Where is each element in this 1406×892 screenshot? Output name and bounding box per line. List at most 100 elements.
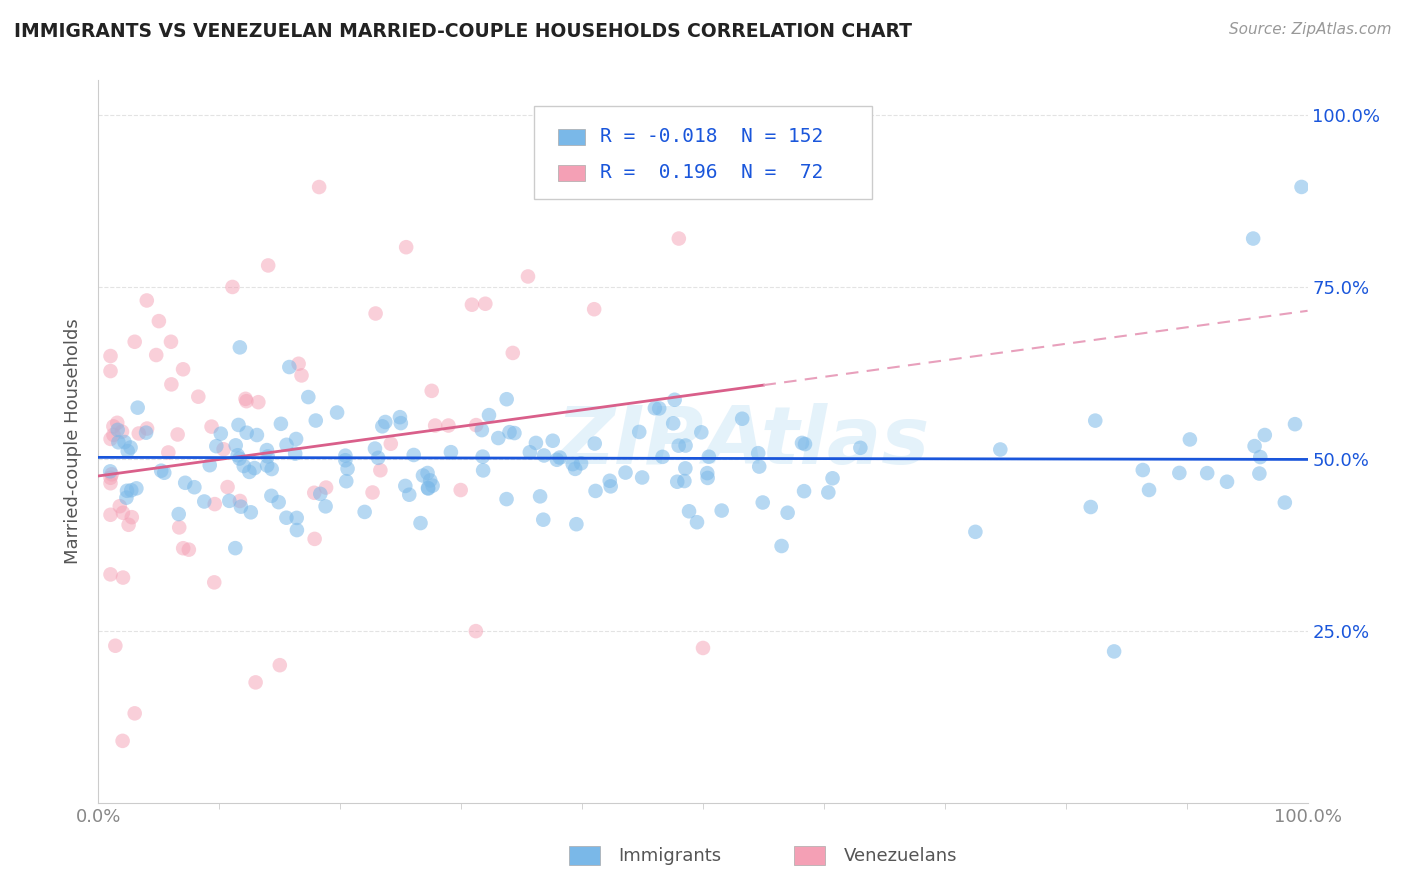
Point	[416, 466, 439, 480]
Point	[569, 456, 592, 470]
Point	[418, 482, 440, 496]
Point	[561, 457, 583, 471]
Point	[533, 449, 555, 463]
Point	[361, 485, 384, 500]
Point	[1132, 463, 1154, 477]
Point	[502, 346, 524, 360]
Point	[172, 541, 194, 556]
Point	[309, 487, 332, 501]
Point	[193, 494, 215, 508]
Point	[117, 444, 139, 458]
Point	[228, 417, 250, 432]
Point	[747, 446, 769, 460]
Point	[364, 306, 387, 320]
Point	[243, 461, 266, 475]
Point	[115, 491, 138, 505]
Point	[120, 483, 142, 498]
Point	[731, 411, 754, 425]
Point	[100, 508, 122, 522]
Point	[794, 437, 817, 451]
Point	[678, 504, 700, 518]
Point	[614, 466, 637, 480]
Point	[285, 523, 308, 537]
Point	[174, 475, 197, 490]
Point	[100, 471, 122, 485]
Point	[276, 438, 298, 452]
Point	[108, 500, 131, 514]
Point	[224, 541, 246, 555]
Point	[1084, 414, 1107, 428]
Point	[304, 532, 326, 546]
Point	[471, 450, 494, 464]
Point	[160, 334, 183, 349]
Point	[364, 442, 387, 456]
Point	[204, 497, 226, 511]
Point	[297, 390, 319, 404]
Point	[389, 416, 412, 430]
Point	[748, 459, 770, 474]
Point	[666, 475, 689, 489]
Point	[256, 458, 278, 473]
Point	[200, 419, 222, 434]
Point	[187, 390, 209, 404]
Point	[409, 516, 432, 530]
Point	[120, 441, 142, 455]
Point	[495, 492, 517, 507]
Point	[471, 423, 494, 437]
Point	[849, 441, 872, 455]
Point	[583, 436, 606, 450]
Point	[239, 505, 262, 519]
Point	[160, 377, 183, 392]
Point	[229, 500, 252, 514]
Point	[793, 484, 815, 499]
Point	[1241, 231, 1264, 245]
Point	[517, 269, 540, 284]
Point	[628, 425, 651, 439]
Point	[245, 675, 267, 690]
Point	[308, 180, 330, 194]
Point	[686, 515, 709, 529]
Point	[531, 513, 554, 527]
Point	[103, 419, 125, 434]
Point	[644, 401, 666, 416]
Point	[284, 447, 307, 461]
Point	[229, 494, 252, 508]
Point	[335, 449, 357, 463]
Point	[148, 314, 170, 328]
Point	[529, 489, 551, 503]
Point	[285, 432, 308, 446]
Point	[388, 410, 411, 425]
Point	[135, 425, 157, 440]
Text: ZIP: ZIP	[555, 402, 703, 481]
Point	[221, 280, 243, 294]
Point	[370, 463, 392, 477]
Point	[104, 639, 127, 653]
Point	[474, 297, 496, 311]
Point	[100, 364, 122, 378]
Point	[235, 425, 257, 440]
Point	[472, 463, 495, 477]
Point	[412, 468, 434, 483]
Point	[648, 401, 671, 416]
Point	[1274, 495, 1296, 509]
Point	[697, 450, 720, 464]
Point	[153, 466, 176, 480]
Point	[548, 450, 571, 465]
Point	[440, 445, 463, 459]
Point	[450, 483, 472, 497]
Point	[287, 357, 309, 371]
Point	[218, 493, 240, 508]
Point	[519, 445, 541, 459]
Point	[100, 349, 122, 363]
Text: R = -0.018  N = 152: R = -0.018 N = 152	[600, 128, 824, 146]
Point	[315, 481, 337, 495]
Point	[437, 418, 460, 433]
Point	[172, 362, 194, 376]
Point	[117, 517, 139, 532]
Point	[256, 443, 278, 458]
Point	[1243, 439, 1265, 453]
Text: Venezuelans: Venezuelans	[844, 847, 957, 865]
Point	[486, 431, 509, 445]
Point	[145, 348, 167, 362]
Point	[402, 448, 425, 462]
